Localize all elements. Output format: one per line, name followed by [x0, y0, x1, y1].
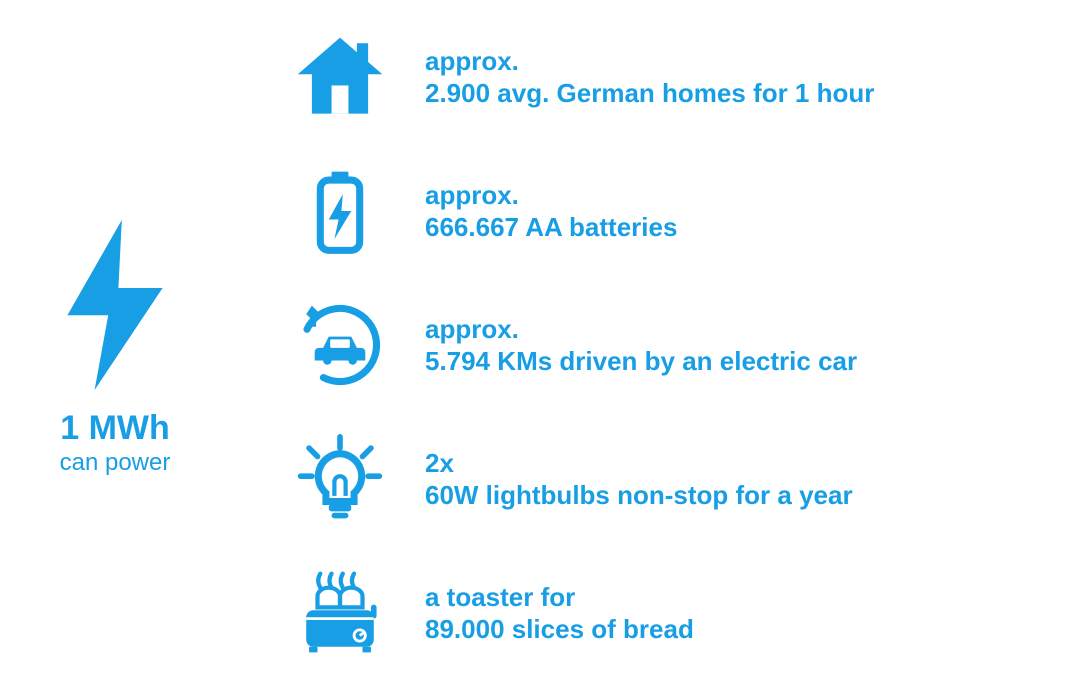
- icon-cell: [255, 300, 425, 390]
- bolt-icon: [60, 220, 170, 390]
- row-homes: approx. 2.900 avg. German homes for 1 ho…: [255, 10, 1060, 144]
- row-line2: 5.794 KMs driven by an electric car: [425, 345, 1060, 378]
- row-ev-car: approx. 5.794 KMs driven by an electric …: [255, 278, 1060, 412]
- row-line1: a toaster for: [425, 581, 1060, 614]
- icon-cell: [255, 434, 425, 524]
- left-title: 1 MWh: [0, 410, 230, 447]
- row-text: approx. 666.667 AA batteries: [425, 179, 1060, 244]
- row-text: 2x 60W lightbulbs non-stop for a year: [425, 447, 1060, 512]
- row-toaster: a toaster for 89.000 slices of bread: [255, 546, 1060, 680]
- row-batteries: approx. 666.667 AA batteries: [255, 144, 1060, 278]
- battery-icon: [295, 166, 385, 256]
- row-line1: 2x: [425, 447, 1060, 480]
- row-line2: 666.667 AA batteries: [425, 211, 1060, 244]
- row-line2: 89.000 slices of bread: [425, 613, 1060, 646]
- row-lightbulb: 2x 60W lightbulbs non-stop for a year: [255, 412, 1060, 546]
- comparison-rows: approx. 2.900 avg. German homes for 1 ho…: [255, 10, 1060, 680]
- row-text: approx. 5.794 KMs driven by an electric …: [425, 313, 1060, 378]
- row-line1: approx.: [425, 179, 1060, 212]
- left-sub: can power: [0, 449, 230, 477]
- row-line2: 2.900 avg. German homes for 1 hour: [425, 77, 1060, 110]
- row-line1: approx.: [425, 313, 1060, 346]
- ev-car-icon: [295, 300, 385, 390]
- icon-cell: [255, 32, 425, 122]
- icon-cell: [255, 568, 425, 658]
- toaster-icon: [295, 568, 385, 658]
- infographic-page: 1 MWh can power approx. 2.900 avg. Germa…: [0, 0, 1080, 683]
- row-text: approx. 2.900 avg. German homes for 1 ho…: [425, 45, 1060, 110]
- left-summary-block: 1 MWh can power: [0, 220, 230, 477]
- row-text: a toaster for 89.000 slices of bread: [425, 581, 1060, 646]
- icon-cell: [255, 166, 425, 256]
- row-line1: approx.: [425, 45, 1060, 78]
- house-icon: [295, 32, 385, 122]
- lightbulb-icon: [295, 434, 385, 524]
- row-line2: 60W lightbulbs non-stop for a year: [425, 479, 1060, 512]
